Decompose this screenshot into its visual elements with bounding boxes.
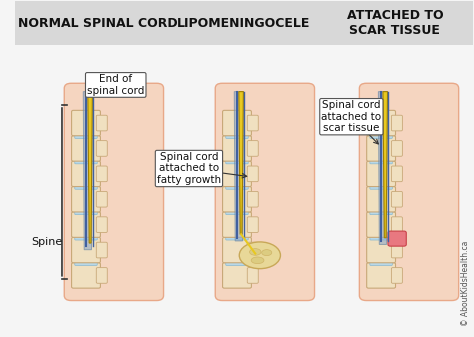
FancyBboxPatch shape xyxy=(64,83,164,301)
Polygon shape xyxy=(234,92,243,241)
FancyBboxPatch shape xyxy=(226,158,248,164)
FancyBboxPatch shape xyxy=(367,263,395,288)
FancyBboxPatch shape xyxy=(247,268,258,283)
FancyBboxPatch shape xyxy=(247,141,258,156)
Text: NORMAL SPINAL CORD: NORMAL SPINAL CORD xyxy=(18,17,177,30)
FancyBboxPatch shape xyxy=(72,237,100,263)
FancyBboxPatch shape xyxy=(392,166,402,182)
FancyBboxPatch shape xyxy=(223,237,251,263)
FancyBboxPatch shape xyxy=(247,191,258,207)
FancyBboxPatch shape xyxy=(226,133,248,139)
FancyBboxPatch shape xyxy=(15,1,473,45)
FancyBboxPatch shape xyxy=(367,136,395,161)
FancyBboxPatch shape xyxy=(96,115,107,131)
Text: Spinal cord
attached to
scar tissue: Spinal cord attached to scar tissue xyxy=(321,100,382,133)
FancyBboxPatch shape xyxy=(72,187,100,212)
FancyBboxPatch shape xyxy=(367,161,395,187)
FancyBboxPatch shape xyxy=(359,83,459,301)
FancyBboxPatch shape xyxy=(226,209,248,215)
FancyBboxPatch shape xyxy=(75,158,97,164)
Text: Spine: Spine xyxy=(31,237,63,247)
FancyBboxPatch shape xyxy=(226,184,248,189)
FancyBboxPatch shape xyxy=(392,268,402,283)
FancyBboxPatch shape xyxy=(392,217,402,233)
FancyBboxPatch shape xyxy=(388,231,406,246)
FancyBboxPatch shape xyxy=(75,133,97,139)
Polygon shape xyxy=(378,92,388,244)
FancyBboxPatch shape xyxy=(223,136,251,161)
FancyBboxPatch shape xyxy=(223,263,251,288)
FancyBboxPatch shape xyxy=(367,110,395,136)
Polygon shape xyxy=(239,92,243,234)
FancyBboxPatch shape xyxy=(72,161,100,187)
FancyBboxPatch shape xyxy=(223,110,251,136)
FancyBboxPatch shape xyxy=(392,242,402,258)
FancyBboxPatch shape xyxy=(72,136,100,161)
FancyBboxPatch shape xyxy=(96,268,107,283)
FancyBboxPatch shape xyxy=(96,242,107,258)
FancyBboxPatch shape xyxy=(75,209,97,215)
FancyBboxPatch shape xyxy=(215,83,315,301)
FancyBboxPatch shape xyxy=(370,133,392,139)
FancyBboxPatch shape xyxy=(392,115,402,131)
FancyBboxPatch shape xyxy=(226,235,248,240)
FancyBboxPatch shape xyxy=(75,260,97,266)
FancyBboxPatch shape xyxy=(72,263,100,288)
Polygon shape xyxy=(88,92,92,243)
FancyBboxPatch shape xyxy=(367,237,395,263)
Polygon shape xyxy=(383,92,388,238)
Ellipse shape xyxy=(250,249,261,255)
Polygon shape xyxy=(83,92,92,250)
FancyBboxPatch shape xyxy=(370,209,392,215)
FancyBboxPatch shape xyxy=(370,235,392,240)
FancyBboxPatch shape xyxy=(370,158,392,164)
Text: Spinal cord
attached to
fatty growth: Spinal cord attached to fatty growth xyxy=(157,152,221,185)
FancyBboxPatch shape xyxy=(96,166,107,182)
FancyBboxPatch shape xyxy=(223,161,251,187)
Text: © AboutKidsHealth.ca: © AboutKidsHealth.ca xyxy=(461,240,470,326)
FancyBboxPatch shape xyxy=(223,212,251,237)
FancyBboxPatch shape xyxy=(247,242,258,258)
FancyBboxPatch shape xyxy=(370,184,392,189)
Ellipse shape xyxy=(239,242,281,269)
Ellipse shape xyxy=(262,250,272,256)
Ellipse shape xyxy=(251,257,264,264)
FancyBboxPatch shape xyxy=(247,115,258,131)
FancyBboxPatch shape xyxy=(367,187,395,212)
FancyBboxPatch shape xyxy=(392,191,402,207)
Text: ATTACHED TO
SCAR TISSUE: ATTACHED TO SCAR TISSUE xyxy=(346,9,443,37)
FancyBboxPatch shape xyxy=(72,212,100,237)
FancyBboxPatch shape xyxy=(226,260,248,266)
Text: End of
spinal cord: End of spinal cord xyxy=(87,74,145,96)
Text: LIPOMENINGOCELE: LIPOMENINGOCELE xyxy=(177,17,310,30)
FancyBboxPatch shape xyxy=(367,212,395,237)
FancyBboxPatch shape xyxy=(96,141,107,156)
FancyBboxPatch shape xyxy=(96,191,107,207)
FancyBboxPatch shape xyxy=(247,166,258,182)
FancyBboxPatch shape xyxy=(96,217,107,233)
FancyBboxPatch shape xyxy=(75,184,97,189)
FancyBboxPatch shape xyxy=(247,217,258,233)
FancyBboxPatch shape xyxy=(72,110,100,136)
FancyBboxPatch shape xyxy=(392,141,402,156)
FancyBboxPatch shape xyxy=(370,260,392,266)
FancyBboxPatch shape xyxy=(75,235,97,240)
FancyBboxPatch shape xyxy=(223,187,251,212)
